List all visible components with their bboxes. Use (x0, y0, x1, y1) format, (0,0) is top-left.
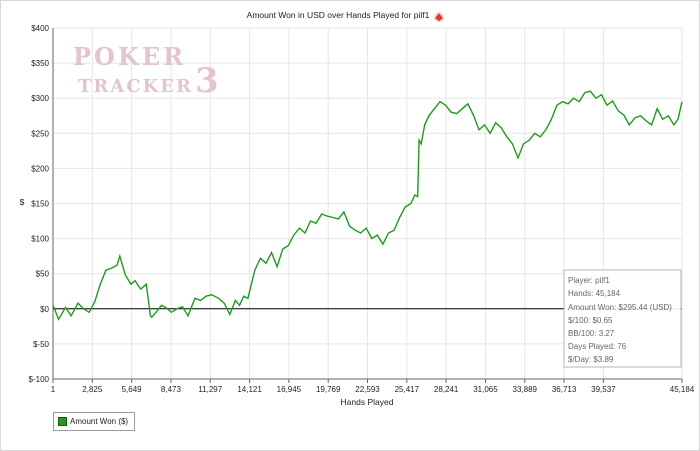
x-tick-label: 33,889 (513, 385, 538, 394)
x-tick-label: 16,945 (277, 385, 302, 394)
y-tick-label: $250 (31, 129, 49, 138)
y-tick-label: $200 (31, 164, 49, 173)
legend-swatch (58, 417, 67, 426)
x-tick-label: 2,825 (82, 385, 103, 394)
x-tick-label: 25,417 (395, 385, 420, 394)
x-tick-label: 45,184 (670, 385, 695, 394)
y-tick-label: $350 (31, 59, 49, 68)
x-tick-label: 19,769 (316, 385, 341, 394)
x-tick-label: 39,537 (591, 385, 616, 394)
x-tick-label: 5,649 (122, 385, 143, 394)
y-tick-label: $0 (40, 305, 49, 314)
x-tick-label: 11,297 (198, 385, 222, 394)
y-tick-label: $-50 (33, 340, 50, 349)
x-tick-label: 8,473 (161, 385, 182, 394)
y-tick-label: $300 (31, 94, 49, 103)
svg-text:POKER: POKER (73, 42, 186, 71)
info-hands: Hands: 45,184 (568, 289, 621, 298)
svg-text:3: 3 (195, 61, 219, 101)
x-axis-ticks: 1 2,825 5,649 8,473 11,297 14,121 16,945 19,769… (51, 379, 695, 394)
x-tick-label: 31,065 (473, 385, 498, 394)
info-player: Player: pilf1 (568, 276, 610, 285)
red-spade-icon (433, 11, 445, 23)
series-line-amount-won (52, 90, 683, 321)
x-tick-label: 36,713 (552, 385, 577, 394)
y-axis-label: $ (20, 197, 25, 207)
x-tick-label: 14,121 (237, 385, 262, 394)
info-amount-won: Amount Won: $295.44 (USD) (568, 303, 672, 312)
y-tick-label: $50 (36, 270, 50, 279)
legend: Amount Won ($) (53, 412, 136, 431)
info-bb-100: BB/100: 3.27 (568, 329, 615, 338)
x-tick-label: 1 (51, 385, 56, 394)
legend-label: Amount Won ($) (70, 417, 129, 426)
y-axis-ticks: $-100 $-50 $0 $50 $100 $150 $200 $250 $300 $350 $4… (29, 24, 50, 384)
x-axis-label: Hands Played (341, 397, 394, 407)
x-tick-label: 28,241 (434, 385, 459, 394)
y-tick-label: $100 (31, 235, 49, 244)
info-days-played: Days Played: 76 (568, 342, 627, 351)
chart-title: Amount Won in USD over Hands Played for … (247, 10, 430, 20)
stats-info-box: Player: pilf1 Hands: 45,184 Amount Won: … (563, 269, 682, 368)
pokertracker-watermark: POKER TRACKER 3 (73, 42, 219, 101)
y-tick-label: $-100 (29, 375, 50, 384)
info-per-day: $/Day: $3.89 (568, 355, 614, 364)
x-tick-label: 22,593 (355, 385, 380, 394)
info-per-100: $/100: $0.65 (568, 316, 613, 325)
y-tick-label: $400 (31, 24, 49, 33)
y-tick-label: $150 (31, 200, 49, 209)
svg-text:TRACKER: TRACKER (78, 76, 193, 97)
